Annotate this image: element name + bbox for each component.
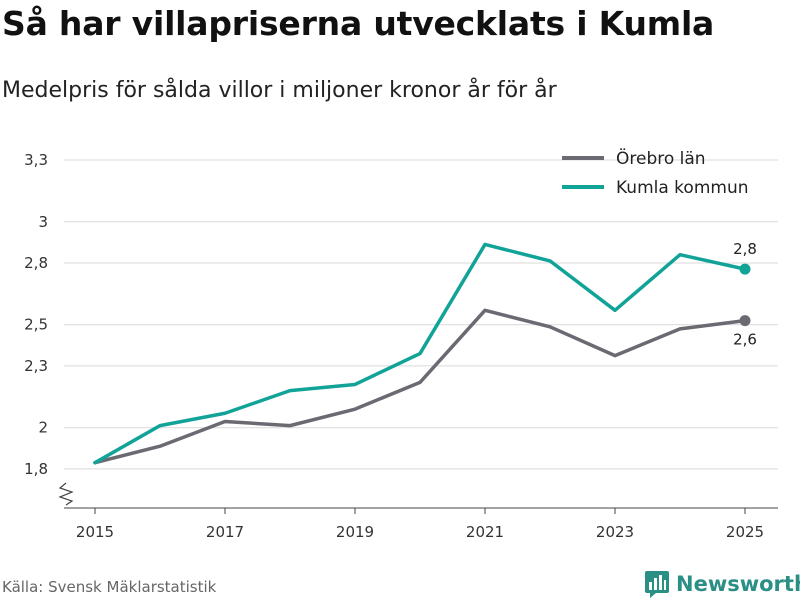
y-tick-label: 2,3 — [24, 357, 48, 375]
axis-break-icon — [58, 482, 74, 506]
x-tick-label: 2025 — [726, 523, 764, 541]
y-tick-label: 1,8 — [24, 460, 48, 478]
series-line-orebro-lan — [93, 308, 747, 465]
series-end-point — [739, 263, 751, 275]
chart-title: Så har villapriserna utvecklats i Kumla — [2, 4, 715, 43]
series-line-kumla-kommun — [93, 242, 747, 465]
x-tick-label: 2017 — [206, 523, 244, 541]
y-tick-label: 3 — [38, 213, 48, 231]
y-tick-label: 2,8 — [24, 254, 48, 272]
source-note: Källa: Svensk Mäklarstatistik — [2, 578, 217, 596]
legend-label: Kumla kommun — [616, 178, 749, 198]
legend-label: Örebro län — [616, 147, 706, 169]
y-tick-label: 3,3 — [24, 151, 48, 169]
brand-name: Newsworthy — [676, 572, 800, 596]
x-tick-label: 2019 — [336, 523, 374, 541]
y-tick-label: 2,5 — [24, 316, 48, 334]
chart-legend: Örebro län Kumla kommun — [562, 147, 749, 198]
y-tick-label: 2 — [38, 419, 48, 437]
chart-subtitle: Medelpris för sålda villor i miljoner kr… — [2, 78, 557, 103]
series-end-label: 2,6 — [733, 331, 757, 349]
brand-logo: Newsworthy — [644, 570, 800, 598]
x-tick-label: 2015 — [76, 523, 114, 541]
series-end-point — [739, 315, 751, 327]
x-tick-label: 2021 — [466, 523, 504, 541]
series-end-label: 2,8 — [733, 240, 757, 258]
newsworthy-logo-icon — [645, 571, 669, 598]
x-tick-label: 2023 — [596, 523, 634, 541]
